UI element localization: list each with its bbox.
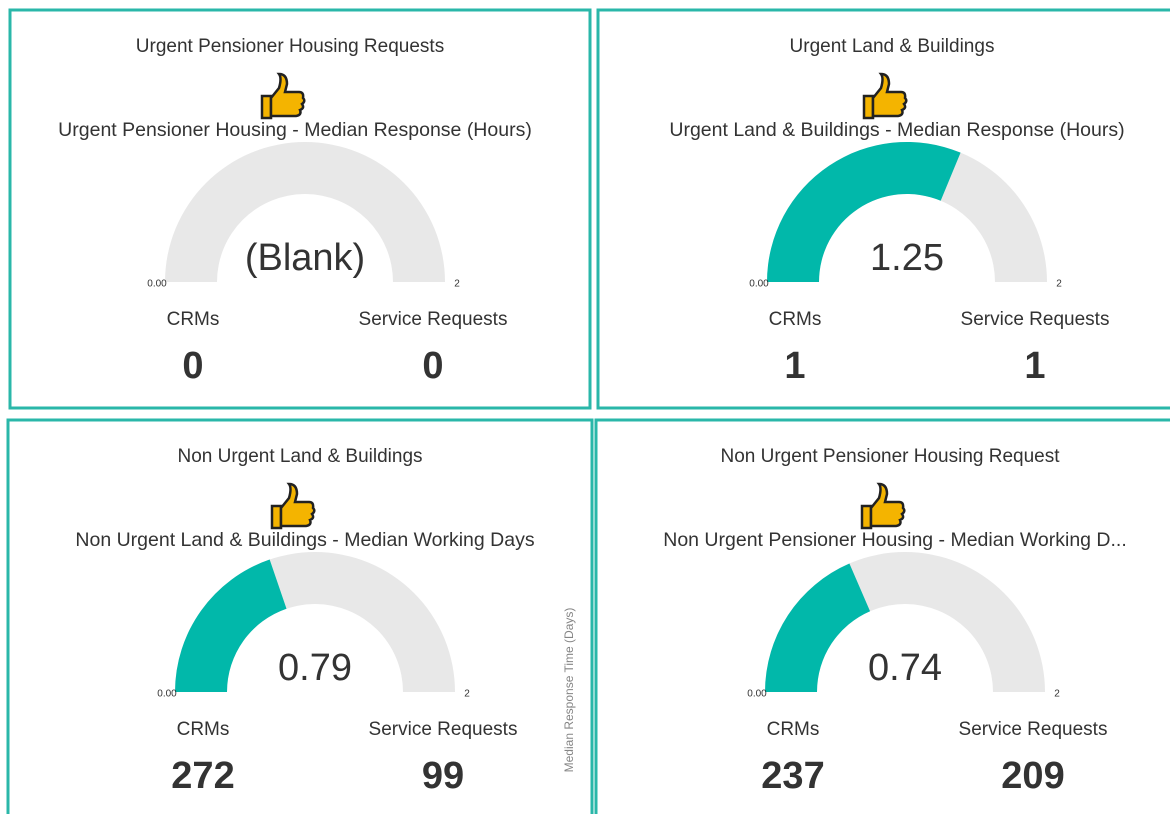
card-border	[6, 418, 594, 814]
gauge-min-label: 0.00	[147, 279, 167, 290]
card-border	[8, 8, 592, 410]
gauge-max-label: 2	[464, 689, 470, 700]
kpi-value: 1	[784, 345, 805, 387]
gauge-card: Urgent Land & Buildings Urgent Land & Bui…	[596, 8, 1170, 410]
card-title: Non Urgent Pensioner Housing Request	[720, 446, 1060, 467]
kpi-label: Service Requests	[959, 719, 1108, 740]
kpi-label: Service Requests	[359, 309, 508, 330]
gauge-min-label: 0.00	[747, 689, 767, 700]
gauge-value-arc	[765, 563, 871, 692]
gauge-title: Urgent Pensioner Housing - Median Respon…	[58, 119, 532, 141]
thumbs-up-icon	[860, 504, 873, 530]
kpi-label: CRMs	[769, 309, 822, 330]
axis-annotation: Median Response Time (Days)	[562, 608, 576, 773]
kpi-value: 1	[1024, 345, 1045, 387]
gauge-min-label: 0.00	[749, 279, 769, 290]
gauge-card: Non Urgent Pensioner Housing Request Non …	[594, 418, 1170, 814]
gauge-title: Non Urgent Pensioner Housing - Median Wo…	[663, 529, 1127, 551]
kpi-value: 237	[761, 755, 824, 797]
kpi-label: CRMs	[167, 309, 220, 330]
gauge-title: Non Urgent Land & Buildings - Median Wor…	[75, 529, 534, 551]
thumbs-up-icon	[279, 482, 316, 528]
kpi-value: 209	[1001, 755, 1064, 797]
gauge-value-arc	[175, 559, 287, 692]
card-border	[594, 418, 1170, 814]
thumbs-up-icon	[270, 504, 283, 530]
gauge-track	[165, 142, 445, 282]
card-title: Non Urgent Land & Buildings	[177, 446, 422, 467]
gauge-value: 0.79	[278, 647, 352, 689]
card-title: Urgent Land & Buildings	[790, 36, 995, 57]
gauge-value-arc	[767, 142, 961, 282]
gauge-max-label: 2	[1054, 689, 1060, 700]
thumbs-up-icon	[871, 72, 908, 118]
kpi-value: 0	[182, 345, 203, 387]
gauge-title: Urgent Land & Buildings - Median Respons…	[669, 119, 1124, 141]
gauge-value: 1.25	[870, 237, 944, 279]
gauge-card: Urgent Pensioner Housing Requests Urgent …	[8, 8, 592, 410]
gauge-value: (Blank)	[245, 237, 365, 279]
kpi-label: CRMs	[177, 719, 230, 740]
kpi-value: 99	[422, 755, 464, 797]
kpi-value: 272	[171, 755, 234, 797]
kpi-value: 0	[422, 345, 443, 387]
card-border	[596, 8, 1170, 410]
gauge-max-label: 2	[1056, 279, 1062, 290]
thumbs-up-icon	[862, 94, 875, 120]
gauge-card: Non Urgent Land & Buildings Non Urgent La…	[6, 418, 594, 814]
thumbs-up-icon	[260, 94, 273, 120]
kpi-label: CRMs	[767, 719, 820, 740]
kpi-label: Service Requests	[961, 309, 1110, 330]
card-title: Urgent Pensioner Housing Requests	[136, 36, 444, 57]
kpi-label: Service Requests	[369, 719, 518, 740]
thumbs-up-icon	[869, 482, 906, 528]
gauge-min-label: 0.00	[157, 689, 177, 700]
gauge-value: 0.74	[868, 647, 942, 689]
thumbs-up-icon	[269, 72, 306, 118]
gauge-max-label: 2	[454, 279, 460, 290]
